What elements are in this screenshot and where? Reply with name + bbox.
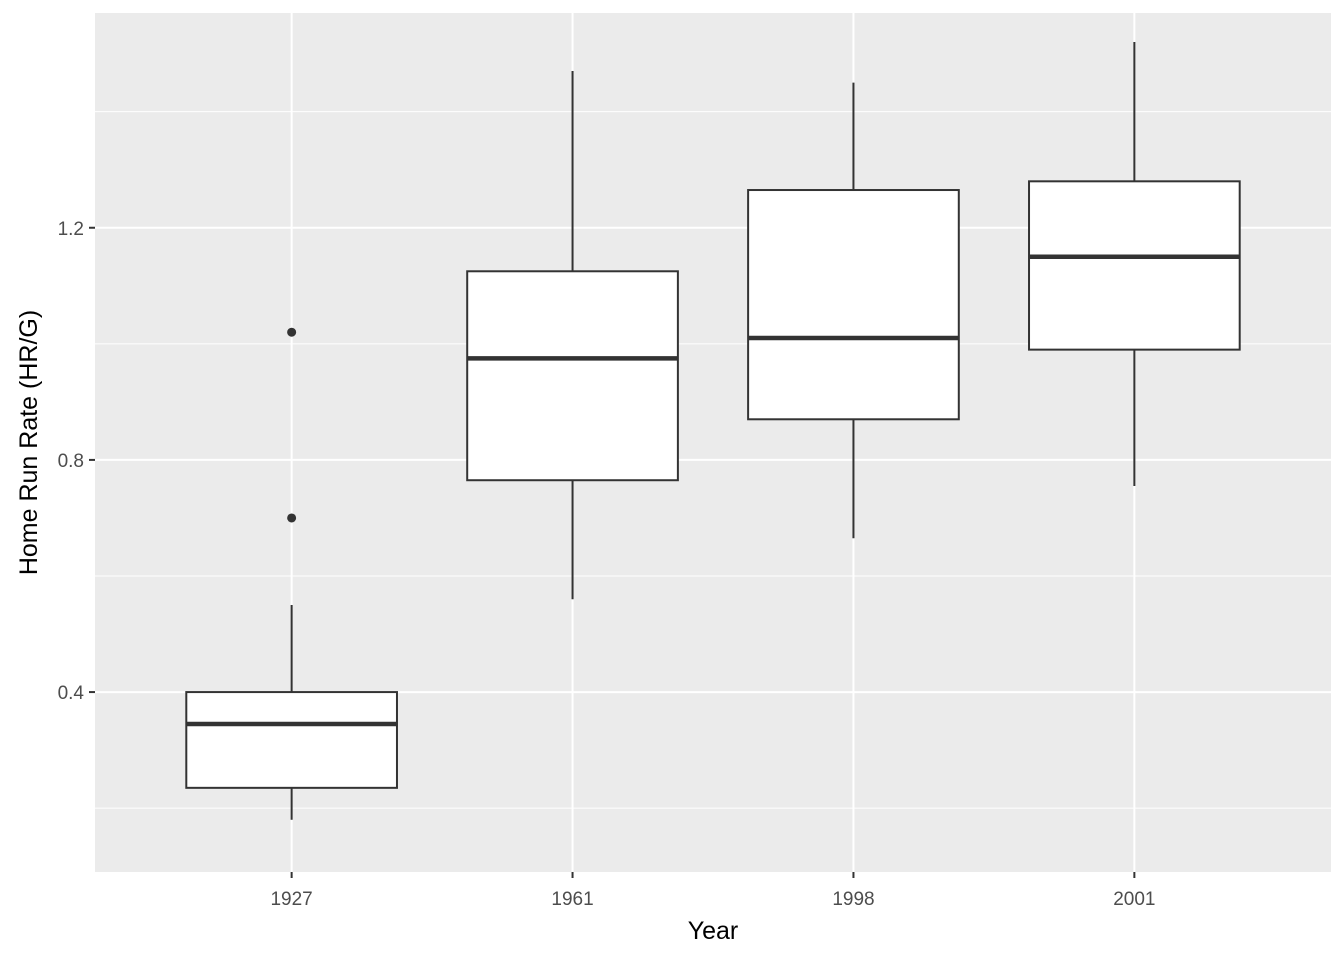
iqr-box — [1028, 180, 1241, 351]
y-tick-label: 0.4 — [58, 683, 85, 704]
y-tick-label: 1.2 — [58, 219, 84, 240]
y-axis-title: Home Run Rate (HR/G) — [15, 310, 43, 575]
x-tick-label: 1998 — [832, 889, 874, 910]
outlier-point — [287, 513, 297, 523]
box-1927 — [185, 327, 398, 820]
iqr-box — [185, 691, 398, 789]
box-2001 — [1028, 42, 1241, 487]
iqr-box — [747, 189, 960, 421]
x-tick-label: 1927 — [270, 889, 312, 910]
boxes-layer — [185, 42, 1241, 820]
box-1998 — [747, 82, 960, 539]
outlier-point — [287, 327, 297, 337]
iqr-box — [466, 270, 679, 482]
y-tick-label: 0.8 — [58, 451, 84, 472]
y-axis: 0.4 0.8 1.2 — [58, 219, 95, 704]
x-axis-title: Year — [688, 917, 739, 945]
box-1961 — [466, 71, 679, 600]
x-tick-label: 1961 — [551, 889, 593, 910]
x-tick-label: 2001 — [1113, 889, 1155, 910]
x-axis: 1927 1961 1998 2001 — [270, 872, 1156, 910]
